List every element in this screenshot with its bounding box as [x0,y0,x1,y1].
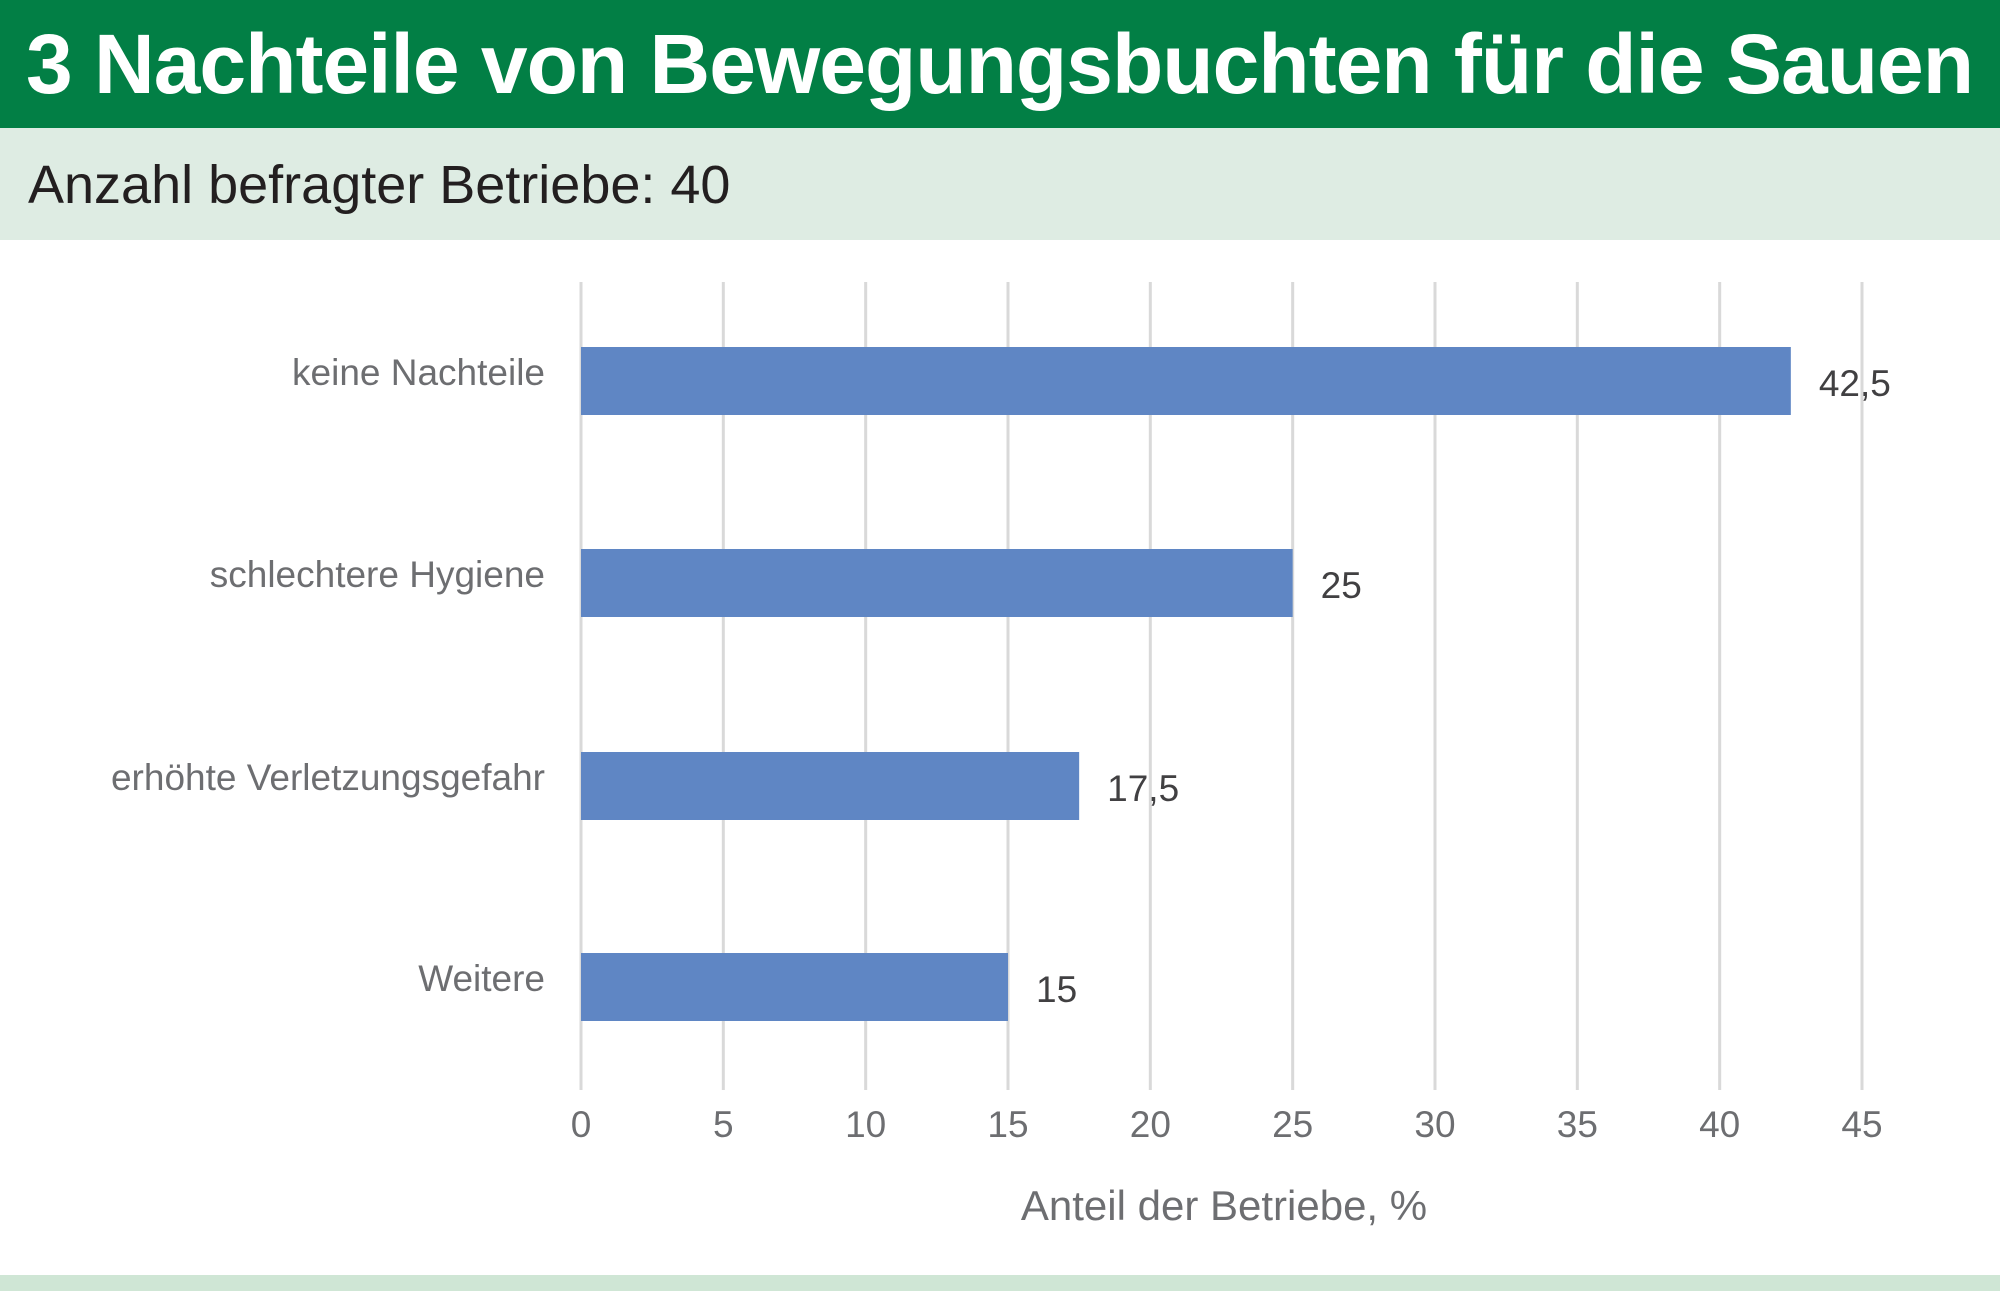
chart-title: 3 Nachteile von Bewegungsbuchten für die… [26,17,1974,111]
x-tick-label: 5 [713,1104,734,1145]
category-label: Weitere [418,958,545,999]
footer-band [0,1275,2000,1291]
x-tick-label: 15 [987,1104,1028,1145]
labels: 0 5 10 15 20 25 30 35 40 45 keine Nachteile 42,5 sch… [111,352,1891,1145]
x-tick-label: 20 [1130,1104,1171,1145]
x-tick-label: 40 [1699,1104,1740,1145]
x-axis-title: Anteil der Betriebe, % [1021,1182,1427,1229]
chart-subheader: Anzahl befragter Betriebe: 40 [0,128,2000,240]
bar [581,347,1791,415]
x-tick-label: 35 [1557,1104,1598,1145]
x-tick-label: 45 [1841,1104,1882,1145]
x-tick-label: 25 [1272,1104,1313,1145]
data-label: 15 [1036,969,1077,1010]
chart-header: 3 Nachteile von Bewegungsbuchten für die… [0,0,2000,128]
data-label: 17,5 [1107,768,1179,809]
grid-lines [579,282,1864,1090]
bar [581,549,1293,617]
category-label: erhöhte Verletzungsgefahr [111,757,545,798]
category-label: schlechtere Hygiene [210,554,545,595]
bar-chart: 0 5 10 15 20 25 30 35 40 45 keine Nachteile 42,5 sch… [111,282,1891,1229]
x-tick-label: 0 [571,1104,592,1145]
data-label: 42,5 [1819,363,1891,404]
x-tick-label: 30 [1414,1104,1455,1145]
data-label: 25 [1321,565,1362,606]
bars [581,347,1791,1021]
x-tick-label: 10 [845,1104,886,1145]
bar [581,953,1008,1021]
category-label: keine Nachteile [292,352,545,393]
chart-subtitle: Anzahl befragter Betriebe: 40 [28,155,731,215]
bar [581,752,1080,820]
